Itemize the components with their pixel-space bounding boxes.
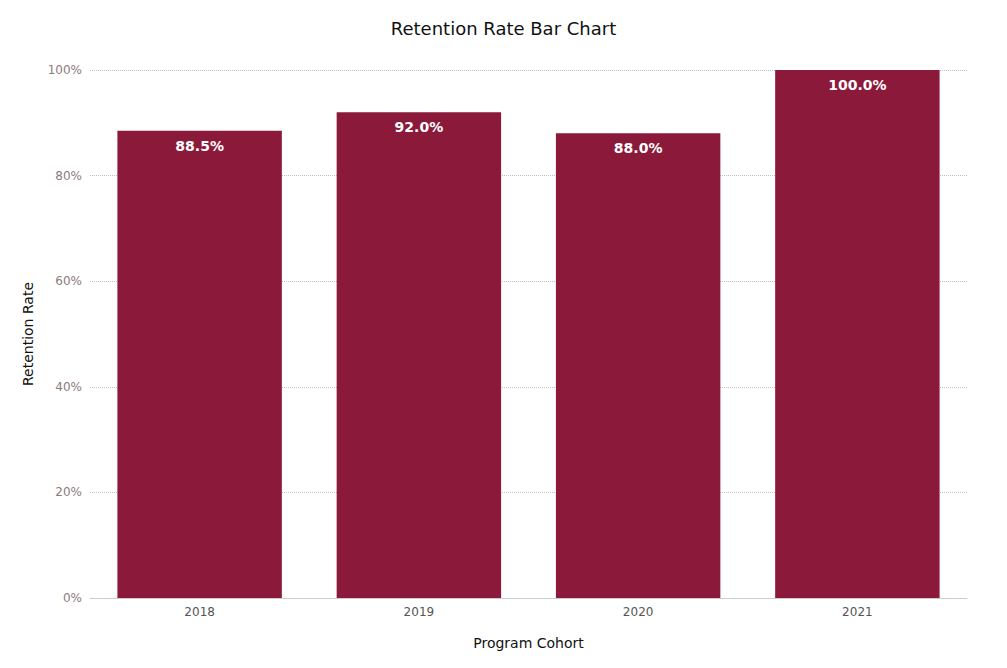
svg-text:60%: 60% (55, 274, 82, 288)
svg-text:Retention Rate Bar Chart: Retention Rate Bar Chart (391, 18, 616, 39)
svg-text:20%: 20% (55, 485, 82, 499)
svg-text:100%: 100% (48, 63, 82, 77)
svg-text:2018: 2018 (184, 605, 215, 619)
svg-text:80%: 80% (55, 169, 82, 183)
svg-text:88.0%: 88.0% (614, 140, 663, 156)
svg-text:Program Cohort: Program Cohort (473, 635, 584, 651)
svg-text:88.5%: 88.5% (175, 138, 224, 154)
svg-text:92.0%: 92.0% (395, 119, 444, 135)
svg-text:2020: 2020 (623, 605, 654, 619)
svg-text:2019: 2019 (404, 605, 435, 619)
svg-text:100.0%: 100.0% (828, 77, 886, 93)
svg-text:0%: 0% (63, 591, 82, 605)
svg-text:2021: 2021 (842, 605, 873, 619)
svg-text:Retention Rate: Retention Rate (20, 282, 36, 386)
svg-text:40%: 40% (55, 380, 82, 394)
